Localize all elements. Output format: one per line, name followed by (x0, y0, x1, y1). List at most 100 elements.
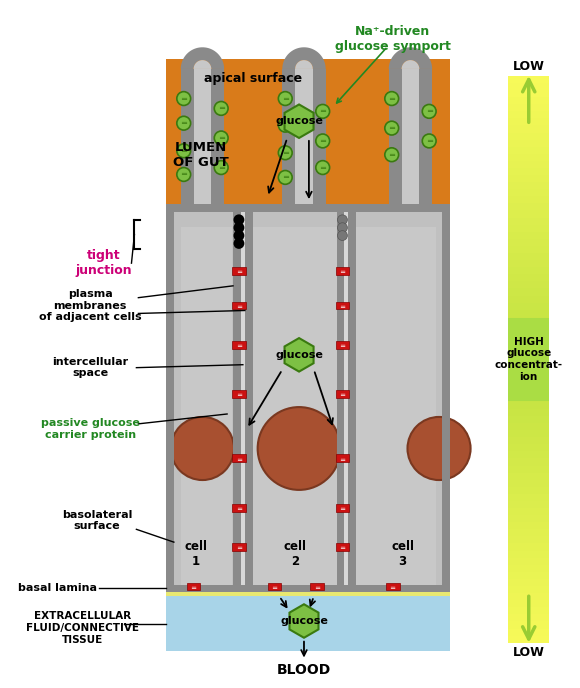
Circle shape (422, 105, 436, 118)
Bar (508, 544, 549, 550)
Bar (211, 69, 224, 212)
Bar (335, 504, 349, 512)
Text: Na⁺-driven
glucose symport: Na⁺-driven glucose symport (335, 25, 451, 52)
Text: ═: ═ (237, 343, 241, 349)
Bar (508, 318, 549, 400)
Bar (508, 76, 549, 83)
Bar (335, 341, 349, 349)
Text: ═: ═ (340, 505, 345, 511)
Bar (508, 550, 549, 558)
Circle shape (234, 222, 244, 233)
Text: ═: ═ (219, 164, 224, 173)
Bar (508, 211, 549, 217)
Bar (232, 454, 246, 462)
Text: ═: ═ (320, 107, 325, 116)
Text: basal lamina: basal lamina (18, 583, 97, 594)
Bar (508, 409, 549, 416)
Bar (508, 508, 549, 515)
Bar (508, 111, 549, 118)
Bar (508, 281, 549, 288)
Circle shape (234, 230, 244, 241)
Circle shape (408, 417, 470, 480)
Circle shape (338, 215, 347, 225)
Text: ═: ═ (283, 173, 288, 182)
Text: HIGH
glucose
concentrat-
ion: HIGH glucose concentrat- ion (495, 337, 563, 382)
Text: ═: ═ (237, 303, 241, 309)
Text: ═: ═ (340, 545, 345, 550)
Bar (508, 204, 549, 211)
Polygon shape (194, 60, 211, 69)
Text: glucose: glucose (280, 616, 328, 626)
Bar (508, 161, 549, 168)
Bar (508, 260, 549, 267)
Bar (508, 515, 549, 522)
Text: cell
1: cell 1 (184, 540, 207, 568)
Bar (508, 466, 549, 473)
Bar (166, 585, 450, 596)
Bar (508, 352, 549, 359)
Text: ═: ═ (283, 94, 288, 103)
Circle shape (234, 238, 244, 249)
Bar (508, 600, 549, 608)
Bar (508, 423, 549, 430)
Bar (187, 583, 201, 590)
Bar (508, 324, 549, 331)
Bar (250, 226, 336, 585)
Bar (508, 629, 549, 636)
Text: ═: ═ (181, 119, 186, 128)
Bar (508, 303, 549, 310)
Bar (389, 69, 401, 212)
Text: BLOOD: BLOOD (277, 663, 331, 677)
Polygon shape (389, 47, 432, 69)
Bar (508, 147, 549, 154)
Circle shape (214, 131, 228, 145)
Circle shape (278, 92, 292, 105)
Bar (508, 579, 549, 586)
Text: passive glucose
carrier protein: passive glucose carrier protein (41, 418, 140, 440)
Text: ═: ═ (283, 121, 288, 130)
Polygon shape (285, 338, 314, 372)
Bar (442, 204, 450, 592)
Circle shape (316, 105, 329, 118)
Bar (508, 232, 549, 239)
Text: ═: ═ (237, 456, 241, 462)
Bar (508, 182, 549, 189)
Bar (508, 338, 549, 345)
Text: LOW: LOW (513, 59, 545, 72)
Bar (508, 387, 549, 395)
Bar (310, 583, 324, 590)
Text: LOW: LOW (513, 646, 545, 659)
Circle shape (422, 134, 436, 148)
Text: ═: ═ (219, 105, 224, 114)
Bar (508, 380, 549, 387)
Bar (166, 59, 450, 212)
Bar (508, 402, 549, 409)
Bar (508, 267, 549, 275)
Bar (245, 212, 253, 592)
Bar (508, 246, 549, 253)
Circle shape (385, 121, 398, 135)
Text: ═: ═ (340, 343, 345, 349)
Circle shape (338, 230, 347, 241)
Text: ═: ═ (191, 584, 195, 590)
Bar (232, 390, 246, 398)
Bar (508, 586, 549, 593)
Text: tight
junction: tight junction (75, 249, 132, 277)
Circle shape (177, 92, 191, 105)
Text: ═: ═ (340, 303, 345, 309)
Bar (508, 125, 549, 133)
Text: cell
3: cell 3 (391, 540, 414, 568)
Circle shape (316, 160, 329, 175)
Text: ═: ═ (340, 456, 345, 462)
Bar (232, 543, 246, 551)
Bar (335, 301, 349, 310)
Bar (508, 217, 549, 225)
Bar (508, 473, 549, 480)
Bar (508, 572, 549, 579)
Bar (181, 226, 232, 585)
Bar (232, 504, 246, 512)
Bar (508, 430, 549, 437)
Bar (233, 212, 241, 592)
Text: ═: ═ (340, 268, 345, 275)
Circle shape (278, 171, 292, 184)
